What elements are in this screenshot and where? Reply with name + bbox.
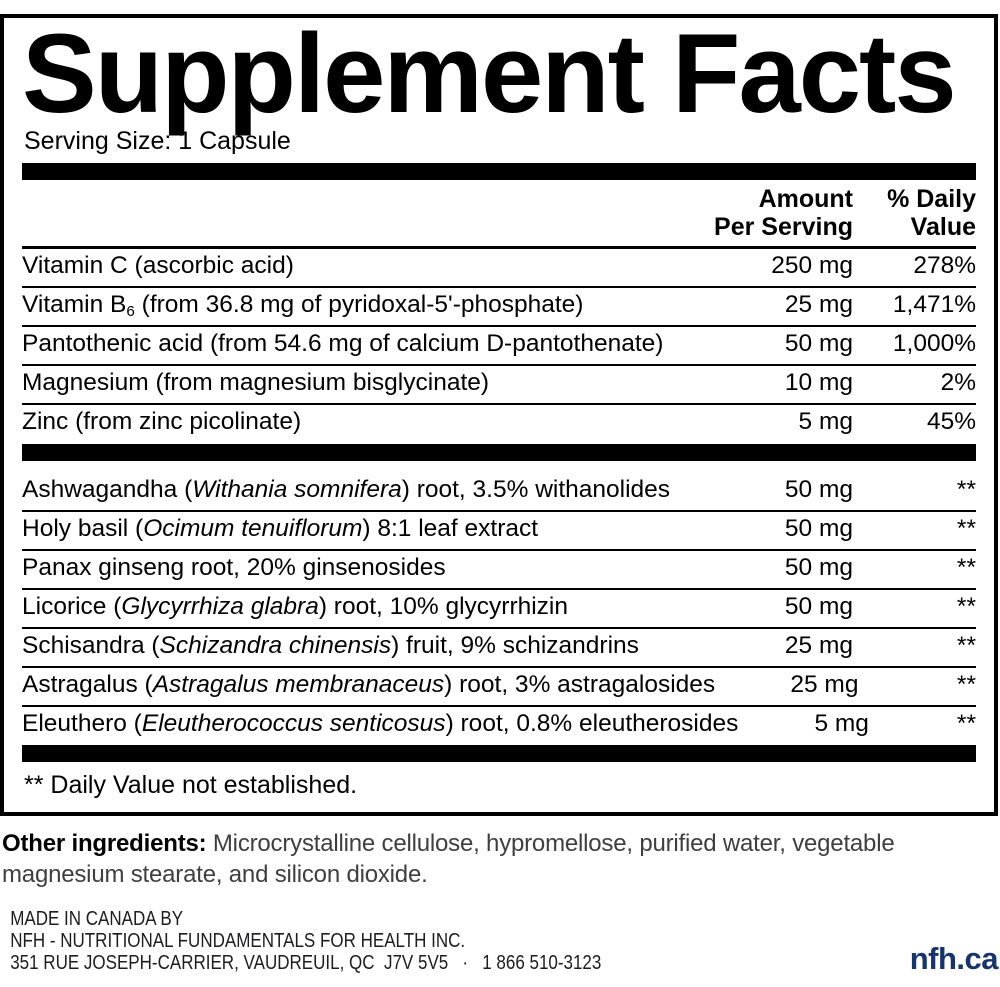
table-row: Magnesium (from magnesium bisglycinate) … (22, 366, 976, 406)
ingredient-name: Vitamin B6 (from 36.8 mg of pyridoxal-5'… (22, 291, 584, 320)
ingredient-name: Pantothenic acid (from 54.6 mg of calciu… (22, 330, 664, 358)
amount-value: 50 mg (784, 553, 853, 581)
table-row: Zinc (from zinc picolinate) 5 mg 45% (22, 405, 976, 444)
column-header-dv-line1: % Daily (887, 185, 976, 214)
serving-size: Serving Size: 1 Capsule (24, 127, 291, 156)
daily-value: ** (956, 631, 976, 659)
amount-value: 10 mg (784, 369, 853, 397)
divider-bar-middle (22, 443, 976, 461)
ingredient-name: Panax ginseng root, 20% ginsenosides (22, 553, 446, 581)
botanicals-section: Ashwagandha (Withania somnifera) root, 3… (22, 473, 976, 746)
amount-value: 50 mg (784, 475, 853, 503)
amount-value: 50 mg (784, 514, 853, 542)
amount-value: 25 mg (784, 291, 853, 319)
footer: MADE IN CANADA BY NFH - NUTRITIONAL FUND… (0, 908, 998, 974)
ingredient-name: Ashwagandha (Withania somnifera) root, 3… (22, 475, 671, 503)
ingredient-name: Holy basil (Ocimum tenuiflorum) 8:1 leaf… (22, 514, 539, 542)
supplement-facts-panel: Supplement Facts Serving Size: 1 Capsule… (0, 11, 998, 817)
table-row: Licorice (Glycyrrhiza glabra) root, 10% … (22, 590, 976, 629)
page-title: Supplement Facts (22, 11, 957, 136)
table-row: Pantothenic acid (from 54.6 mg of calciu… (22, 327, 976, 367)
table-row: Ashwagandha (Withania somnifera) root, 3… (22, 473, 976, 512)
made-in-line: MADE IN CANADA BY (10, 908, 184, 930)
ingredient-name: Schisandra (Schizandra chinensis) fruit,… (22, 631, 639, 659)
table-row: Panax ginseng root, 20% ginsenosides 50 … (22, 551, 976, 590)
column-header-daily-value: % Daily Value (853, 185, 976, 241)
amount-value: 250 mg (771, 252, 853, 280)
daily-value: 1,471% (892, 291, 976, 319)
ingredient-name: Vitamin C (ascorbic acid) (22, 252, 294, 280)
amount-value: 25 mg (790, 670, 859, 698)
column-header-amount: Amount Per Serving (693, 185, 853, 241)
ingredient-name: Zinc (from zinc picolinate) (22, 408, 302, 436)
divider-bar-bottom (22, 745, 976, 763)
daily-value: ** (956, 709, 976, 737)
other-ingredients-text-line2: magnesium stearate, and silicon dioxide. (2, 860, 428, 888)
table-row: Vitamin B6 (from 36.8 mg of pyridoxal-5'… (22, 288, 976, 328)
supplement-label: Supplement Facts Serving Size: 1 Capsule… (0, 14, 1000, 987)
other-ingredients-text-line1: Microcrystalline cellulose, hypromellose… (212, 830, 895, 858)
ingredient-name: Magnesium (from magnesium bisglycinate) (22, 369, 490, 397)
table-row: Schisandra (Schizandra chinensis) fruit,… (22, 629, 976, 668)
amount-value: 25 mg (784, 631, 853, 659)
table-row: Eleuthero (Eleutherococcus senticosus) r… (22, 707, 976, 746)
amount-value: 5 mg (814, 709, 869, 737)
daily-value: ** (956, 475, 976, 503)
divider-bar-top (22, 163, 976, 181)
other-ingredients-label: Other ingredients: (2, 830, 207, 858)
brand-website: nfh.ca (909, 941, 999, 976)
column-headers: Amount Per Serving % Daily Value (22, 180, 976, 250)
table-row: Vitamin C (ascorbic acid) 250 mg 278% (22, 249, 976, 289)
daily-value: 2% (940, 369, 976, 397)
other-ingredients: Other ingredients: Microcrystalline cell… (2, 829, 1000, 890)
amount-value: 5 mg (798, 408, 853, 436)
column-header-dv-line2: Value (910, 213, 976, 242)
address-phone-line: 351 RUE JOSEPH-CARRIER, VAUDREUIL, QC J7… (10, 952, 602, 974)
daily-value: 45% (926, 408, 976, 436)
table-row: Holy basil (Ocimum tenuiflorum) 8:1 leaf… (22, 512, 976, 551)
ingredient-name: Licorice (Glycyrrhiza glabra) root, 10% … (22, 592, 568, 620)
daily-value: ** (956, 592, 976, 620)
column-header-amount-line2: Per Serving (714, 213, 853, 242)
daily-value: 1,000% (892, 330, 976, 358)
table-row: Astragalus (Astragalus membranaceus) roo… (22, 668, 976, 707)
daily-value-footnote: ** Daily Value not established. (24, 771, 358, 800)
daily-value: ** (956, 553, 976, 581)
daily-value: ** (956, 670, 976, 698)
amount-value: 50 mg (784, 592, 853, 620)
vitamins-section: Vitamin C (ascorbic acid) 250 mg 278% Vi… (22, 249, 976, 444)
company-line: NFH - NUTRITIONAL FUNDAMENTALS FOR HEALT… (10, 930, 466, 952)
ingredient-name: Astragalus (Astragalus membranaceus) roo… (22, 670, 716, 698)
daily-value: 278% (913, 252, 976, 280)
ingredient-name: Eleuthero (Eleutherococcus senticosus) r… (22, 709, 739, 737)
manufacturer-info: MADE IN CANADA BY NFH - NUTRITIONAL FUND… (0, 908, 601, 974)
daily-value: ** (956, 514, 976, 542)
column-header-amount-line1: Amount (758, 185, 853, 214)
amount-value: 50 mg (784, 330, 853, 358)
